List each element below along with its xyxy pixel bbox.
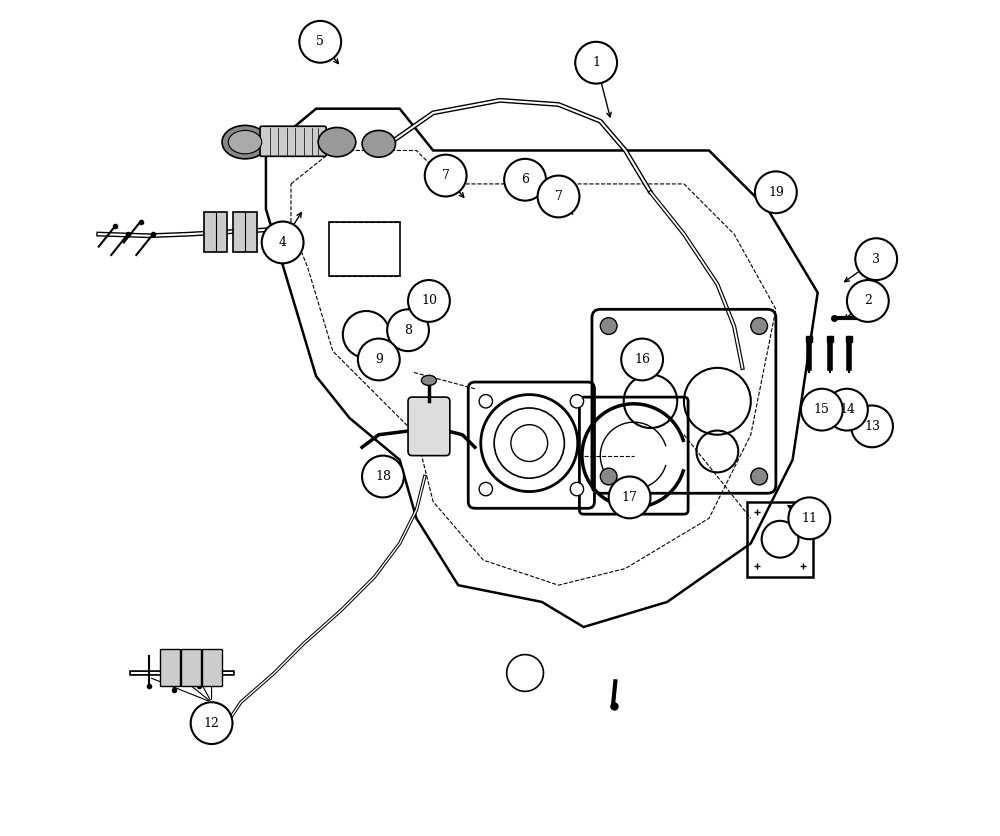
Circle shape <box>299 21 341 63</box>
Text: 10: 10 <box>421 294 437 308</box>
Circle shape <box>801 389 843 431</box>
Text: 1: 1 <box>592 56 600 69</box>
FancyBboxPatch shape <box>204 212 227 252</box>
Circle shape <box>600 318 617 334</box>
Circle shape <box>755 171 797 213</box>
Circle shape <box>847 280 889 322</box>
Text: 7: 7 <box>555 190 562 203</box>
Text: 2: 2 <box>864 294 872 308</box>
Text: 6: 6 <box>521 173 529 186</box>
Text: 3: 3 <box>872 252 880 266</box>
Text: 19: 19 <box>768 186 784 199</box>
Text: 14: 14 <box>839 403 855 416</box>
Circle shape <box>788 497 830 539</box>
Circle shape <box>575 42 617 84</box>
Circle shape <box>751 468 768 485</box>
Circle shape <box>609 477 650 518</box>
Circle shape <box>751 318 768 334</box>
FancyBboxPatch shape <box>408 397 450 456</box>
Circle shape <box>538 176 579 217</box>
FancyBboxPatch shape <box>233 212 257 252</box>
Text: 11: 11 <box>801 512 817 525</box>
Text: 17: 17 <box>622 491 638 504</box>
Circle shape <box>851 405 893 447</box>
Text: 13: 13 <box>864 420 880 433</box>
Ellipse shape <box>421 375 436 385</box>
FancyBboxPatch shape <box>260 126 326 156</box>
Circle shape <box>621 339 663 380</box>
Text: 5: 5 <box>316 35 324 48</box>
Text: 9: 9 <box>375 353 383 366</box>
Circle shape <box>425 155 467 196</box>
Ellipse shape <box>228 130 262 154</box>
Text: 8: 8 <box>404 324 412 337</box>
FancyBboxPatch shape <box>160 649 180 686</box>
Circle shape <box>362 456 404 497</box>
Text: 18: 18 <box>375 470 391 483</box>
Circle shape <box>855 238 897 280</box>
Circle shape <box>826 389 868 431</box>
Circle shape <box>358 339 400 380</box>
Circle shape <box>479 395 492 408</box>
Circle shape <box>570 395 584 408</box>
Text: 15: 15 <box>814 403 830 416</box>
Circle shape <box>504 159 546 201</box>
Ellipse shape <box>362 130 396 157</box>
Circle shape <box>262 222 304 263</box>
Text: 12: 12 <box>204 716 220 730</box>
Circle shape <box>387 309 429 351</box>
Circle shape <box>600 468 617 485</box>
Text: 4: 4 <box>279 236 287 249</box>
Circle shape <box>479 482 492 496</box>
FancyBboxPatch shape <box>202 649 222 686</box>
Text: 16: 16 <box>634 353 650 366</box>
Circle shape <box>408 280 450 322</box>
Ellipse shape <box>318 127 356 157</box>
Ellipse shape <box>222 125 268 159</box>
FancyBboxPatch shape <box>181 649 201 686</box>
Circle shape <box>570 482 584 496</box>
Circle shape <box>191 702 232 744</box>
Text: 7: 7 <box>442 169 450 182</box>
